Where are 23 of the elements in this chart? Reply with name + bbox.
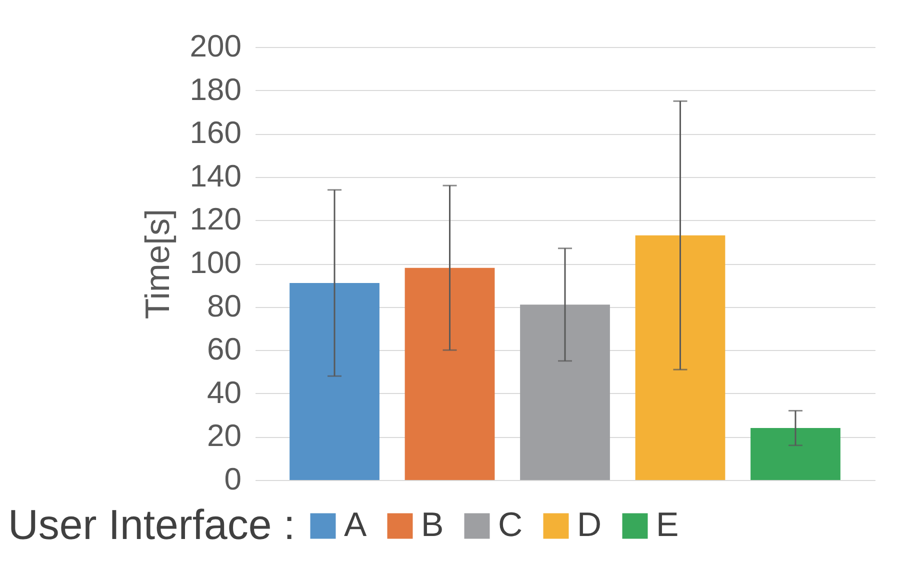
bar — [750, 428, 840, 480]
y-tick-label: 40 — [207, 374, 242, 410]
legend-label: C — [498, 506, 523, 544]
y-tick-label: 100 — [190, 245, 242, 280]
y-tick-label: 120 — [190, 202, 242, 237]
y-axis-title: Time[s] — [138, 208, 177, 320]
legend-label: D — [577, 506, 602, 544]
legend-label: A — [344, 506, 367, 544]
y-tick-label: 80 — [207, 288, 242, 324]
y-tick-label: 20 — [207, 418, 242, 454]
y-tick-label: 60 — [207, 332, 242, 367]
bar — [404, 268, 495, 480]
bar — [520, 304, 610, 480]
y-tick-label: 140 — [190, 158, 242, 194]
legend-label: E — [656, 506, 679, 544]
y-tick-label: 160 — [190, 115, 242, 150]
y-tick-label: 200 — [190, 28, 242, 64]
legend-title: User Interface : — [8, 501, 296, 548]
legend-label: B — [421, 506, 444, 544]
bar — [635, 235, 726, 480]
y-tick-label: 180 — [190, 72, 242, 107]
y-tick-label: 0 — [224, 462, 242, 496]
bar — [290, 282, 380, 480]
